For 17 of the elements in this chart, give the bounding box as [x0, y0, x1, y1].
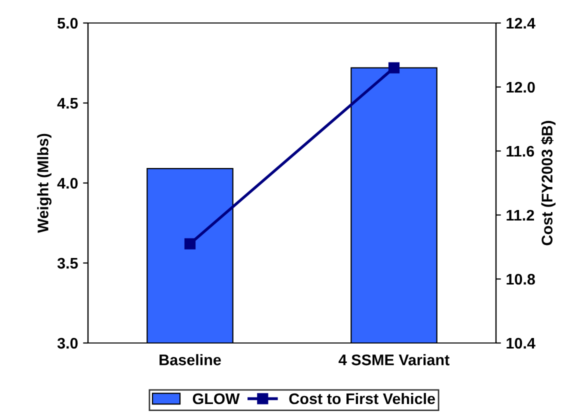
legend-label: GLOW	[192, 393, 240, 404]
legend-label: Cost to First Vehicle	[289, 392, 435, 404]
y2-tick-label: 10.8	[506, 274, 535, 285]
y2-tick-label: 10.4	[506, 338, 536, 349]
y2-axis-title: Cost (FY2003 $B)	[541, 120, 556, 246]
y-tick-label: 3.5	[57, 258, 78, 269]
y-tick-label: 3.0	[57, 338, 78, 349]
y2-tick-label: 11.2	[506, 210, 534, 221]
y-tick-label: 4.5	[57, 98, 78, 109]
y-tick-label: 5.0	[58, 18, 78, 29]
x-tick-label: Baseline	[160, 354, 221, 366]
y2-tick-label: 12.0	[506, 82, 535, 93]
y-axis-title: Weight (Mlbs)	[37, 134, 52, 233]
x-tick-label: 4 SSME Variant	[338, 354, 450, 366]
y2-tick-label: 11.6	[506, 146, 534, 157]
y2-tick-label: 12.4	[506, 18, 536, 29]
y-tick-label: 4.0	[57, 178, 78, 189]
